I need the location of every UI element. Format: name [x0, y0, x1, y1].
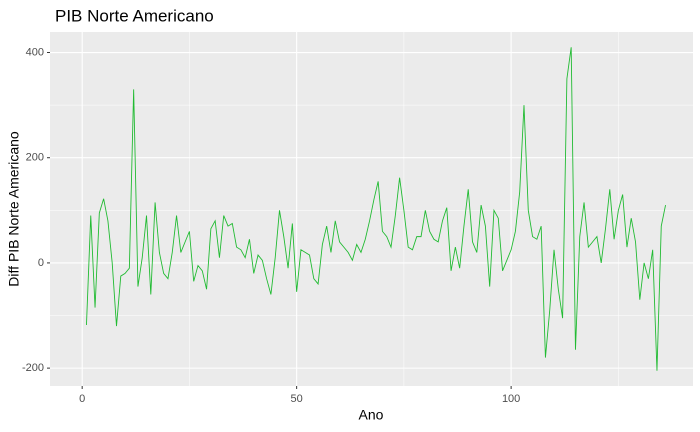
y-tick-label: 200 — [26, 152, 44, 164]
data-line — [86, 47, 666, 371]
x-tick-label: 100 — [502, 393, 520, 405]
y-axis-title: Diff PIB Norte Americano — [6, 131, 22, 287]
panel — [50, 32, 693, 386]
x-tick-label: 0 — [79, 393, 85, 405]
y-tick-label: 400 — [26, 46, 44, 58]
y-tick-label: -200 — [22, 362, 44, 374]
y-tick-label: 0 — [38, 257, 44, 269]
x-tick-label: 50 — [291, 393, 303, 405]
x-axis-title: Ano — [359, 407, 384, 423]
chart-title: PIB Norte Americano — [55, 6, 214, 25]
